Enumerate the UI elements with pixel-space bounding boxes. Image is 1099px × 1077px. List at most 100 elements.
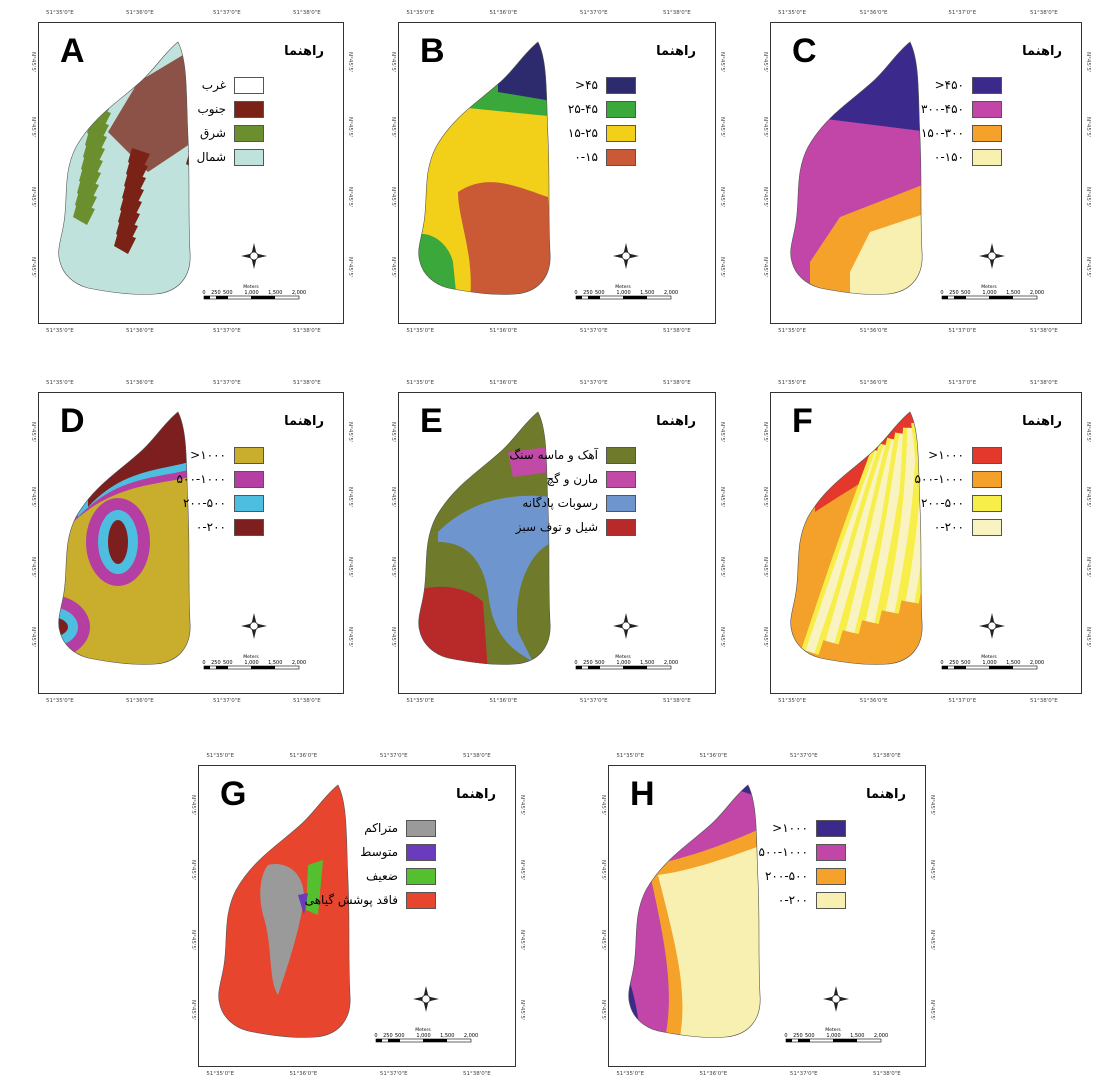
legend-swatch [972,495,1002,512]
lon-coord-label: 51°38'0"E [463,1071,491,1077]
map-panel-c: 51°35'0"E 51°35'0"E 51°36'0"E 51°36'0"E 51°3… [762,10,1091,334]
lon-coord-label: 51°35'0"E [406,10,435,16]
lon-coord-label: 51°37'0"E [579,380,608,386]
scale-tick-label: 2,000 [664,290,678,296]
lat-coord-label: N°45'5' [519,795,525,816]
scale-tick-label: 2,000 [292,660,306,666]
legend-swatch [234,471,264,488]
lat-coord-label: N°45'5' [719,422,725,443]
lon-coord-label: 51°36'0"E [289,753,318,759]
scale-unit-label: Meters [243,654,259,660]
lat-coord-label: N°45'5' [929,860,935,881]
scale-tick-label: 250 [793,1033,803,1039]
legend-item: فاقد پوشش گیاهی [198,892,516,910]
lat-coord-label: N°45'5' [30,257,36,278]
scale-tick-label: 1,500 [850,1033,864,1039]
lat-coord-label: N°45'5' [519,1000,525,1021]
lon-coord-label: 51°36'0"E [489,10,518,16]
legend-label: ۱۰۰۰< [928,448,964,462]
legend-swatch [234,447,264,464]
watershed-map: 0 250 500 1,000 1,500 2,000 Meters [790,411,1044,670]
legend-label: ۲۰۰-۵۰۰ [182,496,226,510]
legend-label: ۵۰۰-۱۰۰۰ [176,472,226,486]
lon-coord-label: 51°35'0"E [778,10,806,16]
scale-tick-label: 0 [940,290,943,296]
legend-label: ۱۰۰۰< [772,821,808,835]
north-arrow-icon [979,243,1005,269]
panel-letter: F [792,402,813,440]
lat-coord-label: N°45'5' [1085,52,1091,73]
legend-item: شرق [38,125,344,143]
panel-letter: C [792,32,817,70]
lat-coord-label: N°45'5' [347,187,353,208]
legend-label: غرب [201,78,226,92]
lat-coord-label: N°45'5' [347,257,353,278]
legend-swatch [972,101,1002,118]
legend-swatch [406,868,436,885]
lon-coord-label: 51°36'0"E [699,753,728,759]
legend-label: ۱۰۰۰< [190,448,226,462]
legend-swatch [606,447,636,464]
legend-label: ۴۵< [575,78,598,92]
legend-label: ۲۵-۴۵ [567,102,598,116]
lat-coord-label: N°45'5' [30,422,36,443]
lat-coord-label: N°45'5' [929,1000,935,1021]
lon-coord-label: 51°37'0"E [948,10,977,16]
scale-unit-label: Meters [981,284,997,290]
scale-tick-label: 250 [949,660,959,666]
watershed-map: 0 250 500 1,000 1,500 2,000 Meters [58,41,306,300]
lon-coord-label: 51°38'0"E [293,698,321,704]
legend-label: ۰-۲۰۰ [195,520,226,534]
legend-title: راهنما [284,414,324,429]
lat-coord-label: N°45'5' [762,557,768,578]
map-panel-g: 51°35'0"E 51°35'0"E 51°36'0"E 51°36'0"E 51°3… [190,753,525,1077]
lon-coord-label: 51°35'0"E [778,698,806,704]
scale-tick-label: 1,000 [244,660,258,666]
legend-item: ۰-۱۵ [398,149,716,167]
scale-tick-label: 500 [395,1033,405,1039]
lon-coord-label: 51°37'0"E [948,328,977,334]
scale-tick-label: 0 [940,660,943,666]
legend-label: شرق [200,126,226,140]
legend-label: ۰-۱۵۰ [933,150,964,164]
lat-coord-label: N°45'5' [347,487,353,508]
lon-coord-label: 51°38'0"E [293,328,321,334]
legend-swatch [972,77,1002,94]
lon-coord-label: 51°36'0"E [699,1071,728,1077]
north-arrow-icon [241,243,267,269]
lat-coord-label: N°45'5' [390,117,396,138]
legend-swatch [606,495,636,512]
lon-coord-label: 51°35'0"E [46,698,74,704]
lat-coord-label: N°45'5' [1085,117,1091,138]
legend-item: ۰-۲۰۰ [770,519,1082,537]
legend-label: رسوبات پادگانه [522,496,598,510]
scale-tick-label: 1,500 [1006,660,1020,666]
scale-bar: 0 250 500 1,000 1,500 2,000 Meters [202,654,306,670]
lat-coord-label: N°45'5' [390,52,396,73]
legend-label: مارن و گچ [546,472,598,486]
panel-letter: E [420,402,443,440]
lon-coord-label: 51°38'0"E [873,753,901,759]
scale-tick-label: 1,500 [1006,290,1020,296]
scale-tick-label: 2,000 [1030,660,1044,666]
scale-tick-label: 500 [595,660,605,666]
legend-swatch [234,149,264,166]
lon-coord-label: 51°35'0"E [406,380,435,386]
lat-coord-label: N°45'5' [30,187,36,208]
legend-swatch [606,125,636,142]
scale-bar: 0 250 500 1,000 1,500 2,000 Meters [374,1027,478,1043]
scale-tick-label: 0 [574,660,577,666]
legend-label: ۱۵۰-۳۰۰ [920,126,964,140]
lon-coord-label: 51°37'0"E [789,753,818,759]
legend-swatch [406,892,436,909]
lat-coord-label: N°45'5' [190,795,196,816]
legend-title: راهنما [1022,414,1062,429]
legend-item: ۰-۱۵۰ [770,149,1082,167]
legend-label: متراکم [364,821,398,835]
legend-swatch [972,149,1002,166]
scale-tick-label: 1,000 [826,1033,840,1039]
scale-tick-label: 0 [574,290,577,296]
legend-item: شیل و توف سبز [398,519,716,537]
lat-coord-label: N°45'5' [347,117,353,138]
